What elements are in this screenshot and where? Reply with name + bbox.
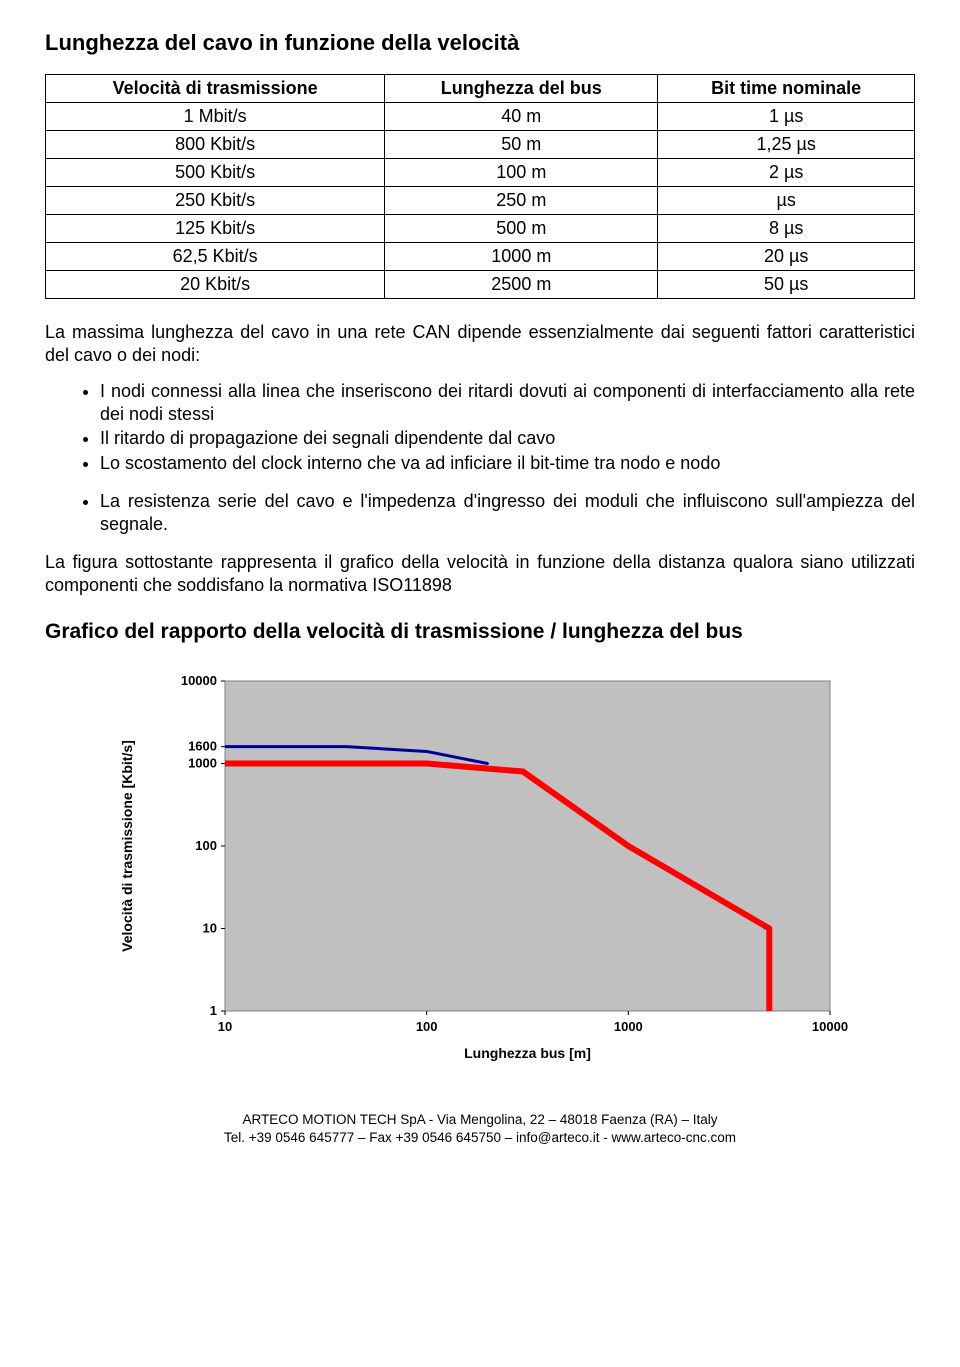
table-cell: 2 µs bbox=[658, 159, 915, 187]
section-title: Lunghezza del cavo in funzione della vel… bbox=[45, 30, 915, 56]
svg-text:10: 10 bbox=[218, 1019, 232, 1034]
svg-text:1: 1 bbox=[210, 1003, 217, 1018]
table-row: 1 Mbit/s40 m1 µs bbox=[46, 103, 915, 131]
table-cell: 125 Kbit/s bbox=[46, 215, 385, 243]
svg-text:100: 100 bbox=[195, 838, 217, 853]
table-header: Velocità di trasmissione bbox=[46, 75, 385, 103]
svg-text:1600: 1600 bbox=[188, 739, 217, 754]
page-footer: ARTECO MOTION TECH SpA - Via Mengolina, … bbox=[45, 1111, 915, 1146]
factor-list-1: I nodi connessi alla linea che inserisco… bbox=[45, 380, 915, 474]
svg-text:10000: 10000 bbox=[812, 1019, 848, 1034]
list-item: Lo scostamento del clock interno che va … bbox=[100, 452, 915, 475]
table-row: 20 Kbit/s2500 m50 µs bbox=[46, 271, 915, 299]
chart-heading: Grafico del rapporto della velocità di t… bbox=[45, 620, 915, 644]
table-cell: 40 m bbox=[385, 103, 658, 131]
table-cell: 20 µs bbox=[658, 243, 915, 271]
table-cell: µs bbox=[658, 187, 915, 215]
footer-line-1: ARTECO MOTION TECH SpA - Via Mengolina, … bbox=[45, 1111, 915, 1129]
svg-text:10: 10 bbox=[203, 921, 217, 936]
table-row: 250 Kbit/s250 mµs bbox=[46, 187, 915, 215]
table-cell: 250 m bbox=[385, 187, 658, 215]
table-cell: 62,5 Kbit/s bbox=[46, 243, 385, 271]
table-row: 62,5 Kbit/s1000 m20 µs bbox=[46, 243, 915, 271]
table-cell: 100 m bbox=[385, 159, 658, 187]
table-cell: 500 m bbox=[385, 215, 658, 243]
svg-text:100: 100 bbox=[416, 1019, 438, 1034]
svg-text:1000: 1000 bbox=[188, 756, 217, 771]
svg-text:Lunghezza bus [m]: Lunghezza bus [m] bbox=[464, 1045, 591, 1061]
list-item: Il ritardo di propagazione dei segnali d… bbox=[100, 427, 915, 450]
table-cell: 20 Kbit/s bbox=[46, 271, 385, 299]
table-cell: 1,25 µs bbox=[658, 131, 915, 159]
table-cell: 1 Mbit/s bbox=[46, 103, 385, 131]
table-row: 800 Kbit/s50 m1,25 µs bbox=[46, 131, 915, 159]
factor-list-2: La resistenza serie del cavo e l'impeden… bbox=[45, 490, 915, 535]
table-row: 500 Kbit/s100 m2 µs bbox=[46, 159, 915, 187]
table-cell: 50 m bbox=[385, 131, 658, 159]
table-cell: 500 Kbit/s bbox=[46, 159, 385, 187]
cable-length-table: Velocità di trasmissioneLunghezza del bu… bbox=[45, 74, 915, 299]
svg-text:1000: 1000 bbox=[614, 1019, 643, 1034]
table-cell: 8 µs bbox=[658, 215, 915, 243]
speed-vs-length-chart: 110100100016001000010100100010000Lunghez… bbox=[110, 666, 850, 1066]
table-cell: 1 µs bbox=[658, 103, 915, 131]
svg-text:Velocità di trasmissione [Kbit: Velocità di trasmissione [Kbit/s] bbox=[119, 740, 135, 952]
table-row: 125 Kbit/s500 m8 µs bbox=[46, 215, 915, 243]
table-cell: 50 µs bbox=[658, 271, 915, 299]
table-cell: 800 Kbit/s bbox=[46, 131, 385, 159]
intro-paragraph: La massima lunghezza del cavo in una ret… bbox=[45, 321, 915, 366]
svg-text:10000: 10000 bbox=[181, 673, 217, 688]
table-header: Bit time nominale bbox=[658, 75, 915, 103]
list-item: La resistenza serie del cavo e l'impeden… bbox=[100, 490, 915, 535]
chart-intro-paragraph: La figura sottostante rappresenta il gra… bbox=[45, 551, 915, 596]
footer-line-2: Tel. +39 0546 645777 – Fax +39 0546 6457… bbox=[45, 1129, 915, 1147]
list-item: I nodi connessi alla linea che inserisco… bbox=[100, 380, 915, 425]
table-cell: 250 Kbit/s bbox=[46, 187, 385, 215]
table-header: Lunghezza del bus bbox=[385, 75, 658, 103]
table-cell: 1000 m bbox=[385, 243, 658, 271]
chart-container: 110100100016001000010100100010000Lunghez… bbox=[110, 666, 850, 1071]
table-cell: 2500 m bbox=[385, 271, 658, 299]
